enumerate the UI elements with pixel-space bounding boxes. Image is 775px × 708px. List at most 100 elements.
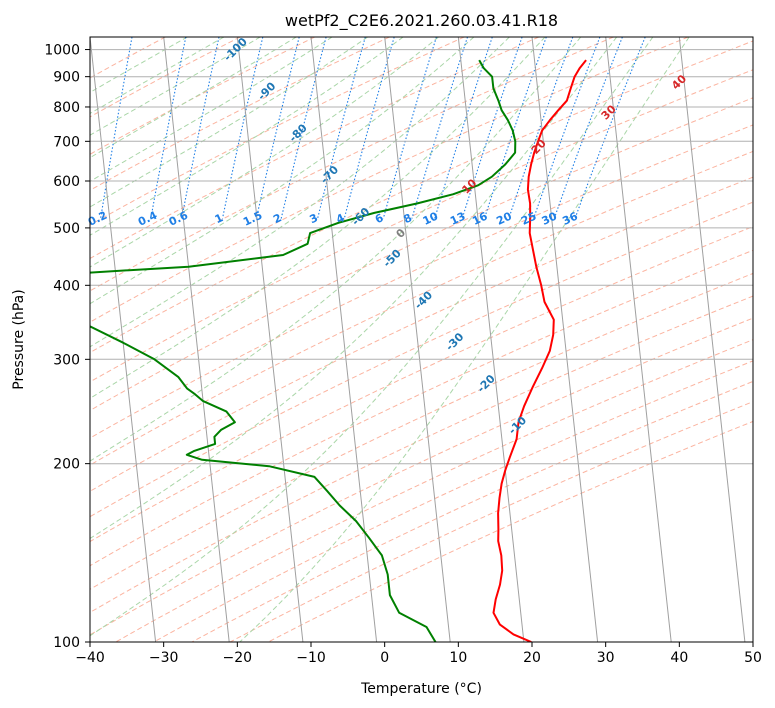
isotherm-line (531, 37, 599, 642)
dry-adiabat-line (191, 380, 753, 642)
mixing-ratio-label: 13 (448, 210, 467, 228)
dry-adiabat-line (115, 339, 753, 642)
mixing-ratio-label: 2 (271, 211, 283, 226)
moist-adiabat-line (90, 37, 368, 208)
mixing-ratio-line (508, 37, 574, 219)
x-tick-label: 10 (449, 650, 467, 666)
mixing-ratio-line (483, 37, 547, 219)
dry-adiabat-line (90, 97, 753, 412)
y-tick-label: 400 (53, 278, 80, 294)
y-tick-label: 500 (53, 221, 80, 237)
moist-adiabat-line (90, 37, 225, 115)
background-reference-lines (54, 37, 753, 642)
dry-adiabat-line (90, 150, 753, 466)
isotherm-line (752, 37, 753, 42)
mixing-ratio-line (553, 37, 623, 219)
moist-adiabat-line (90, 37, 404, 236)
x-tick-label: 30 (597, 650, 615, 666)
y-tick-label: 900 (53, 70, 80, 86)
mixing-ratio-line (150, 37, 187, 219)
x-axis: −40 −30 −20 −10 0 10 20 30 40 50 (75, 642, 762, 666)
isotherm-line (310, 37, 378, 642)
y-tick-label: 300 (53, 352, 80, 368)
x-tick-label: 40 (670, 650, 688, 666)
mixing-ratio-line (221, 37, 264, 219)
moist-adiabat-line (90, 37, 546, 399)
mixing-ratio-label: 0.6 (167, 209, 190, 229)
y-tick-label: 1000 (44, 43, 80, 59)
moist-adiabat-line (90, 37, 582, 462)
temperature-line (492, 59, 587, 642)
x-axis-label: Temperature (°C) (360, 681, 482, 697)
mixing-ratio-label: 16 (470, 209, 490, 227)
mixing-ratio-label: 1 (213, 211, 225, 226)
moist-adiabat-line (90, 37, 439, 268)
dry-adiabat-line (268, 420, 753, 642)
mixing-ratio-label: 3 (308, 211, 320, 226)
moist-adiabat-line (90, 37, 475, 305)
dry-adiabat-label: -60 (349, 205, 372, 228)
moist-adiabat-line (90, 37, 618, 540)
moist-adiabat-line (90, 37, 654, 637)
dry-adiabat-line (90, 249, 753, 567)
dewpoint-line (90, 59, 517, 642)
mixing-ratio-line (533, 37, 601, 219)
isotherm-label: 10 (459, 176, 479, 196)
isotherm-line (605, 37, 672, 642)
x-tick-label: −20 (223, 650, 253, 666)
isotherm-line (236, 37, 304, 642)
moist-adiabat-line (90, 37, 297, 159)
isotherm-line (0, 37, 8, 642)
dry-adiabat-label: -10 (506, 414, 529, 437)
dry-adiabat-line (90, 124, 753, 439)
dry-adiabat-label: -90 (255, 79, 278, 102)
y-tick-label: 200 (53, 457, 80, 473)
y-axis: 100 200 300 400 500 600 700 800 900 1000 (44, 43, 90, 651)
grid-lines (0, 37, 753, 642)
mixing-ratio-label: 6 (373, 211, 386, 226)
mixing-ratio-label: 0.4 (136, 209, 159, 229)
mixing-ratio-line (181, 37, 220, 219)
dry-adiabat-label: -70 (318, 163, 341, 186)
mixing-ratio-label: 30 (540, 209, 560, 227)
isotherm-line (90, 37, 157, 642)
mixing-ratio-line (100, 37, 133, 219)
mixing-ratio-label: 10 (421, 209, 441, 227)
y-axis-label: Pressure (hPa) (11, 289, 27, 389)
profile-series (90, 59, 587, 642)
mixing-ratio-line (382, 37, 437, 219)
moist-adiabat-line (90, 37, 261, 136)
mixing-ratio-line (255, 37, 300, 219)
moist-adiabat-line (239, 37, 690, 642)
dry-adiabat-line (90, 37, 540, 260)
y-tick-label: 100 (53, 635, 80, 651)
moist-adiabat-line (90, 37, 510, 348)
dry-adiabat-line (90, 37, 315, 155)
x-tick-label: −30 (149, 650, 179, 666)
mixing-ratio-line (343, 37, 395, 219)
x-tick-label: 20 (523, 650, 541, 666)
plot-frame (89, 36, 754, 643)
y-tick-label: 800 (53, 100, 80, 116)
dry-adiabat-line (229, 401, 753, 642)
isotherm-line (384, 37, 451, 642)
mixing-ratio-label: 36 (560, 209, 580, 227)
isotherm-line (163, 37, 230, 642)
mixing-ratio-line (574, 37, 646, 219)
mixing-ratio-line (461, 37, 523, 219)
isotherm-label: 30 (599, 102, 619, 122)
dry-adiabat-line (90, 317, 753, 636)
x-tick-label: −40 (75, 650, 105, 666)
mixing-ratio-label: 1.5 (241, 209, 264, 229)
moist-adiabat-line (90, 37, 188, 93)
mixing-ratio-line (54, 37, 82, 219)
x-tick-label: 0 (380, 650, 389, 666)
dry-adiabat-line (90, 37, 614, 292)
x-tick-label: 50 (744, 650, 762, 666)
dry-adiabat-label: -40 (412, 288, 435, 311)
isotherm-line (457, 37, 525, 642)
mixing-ratio-label: 25 (519, 210, 538, 228)
isotherm-line (678, 37, 746, 642)
mixing-ratio-label: 20 (494, 209, 514, 227)
